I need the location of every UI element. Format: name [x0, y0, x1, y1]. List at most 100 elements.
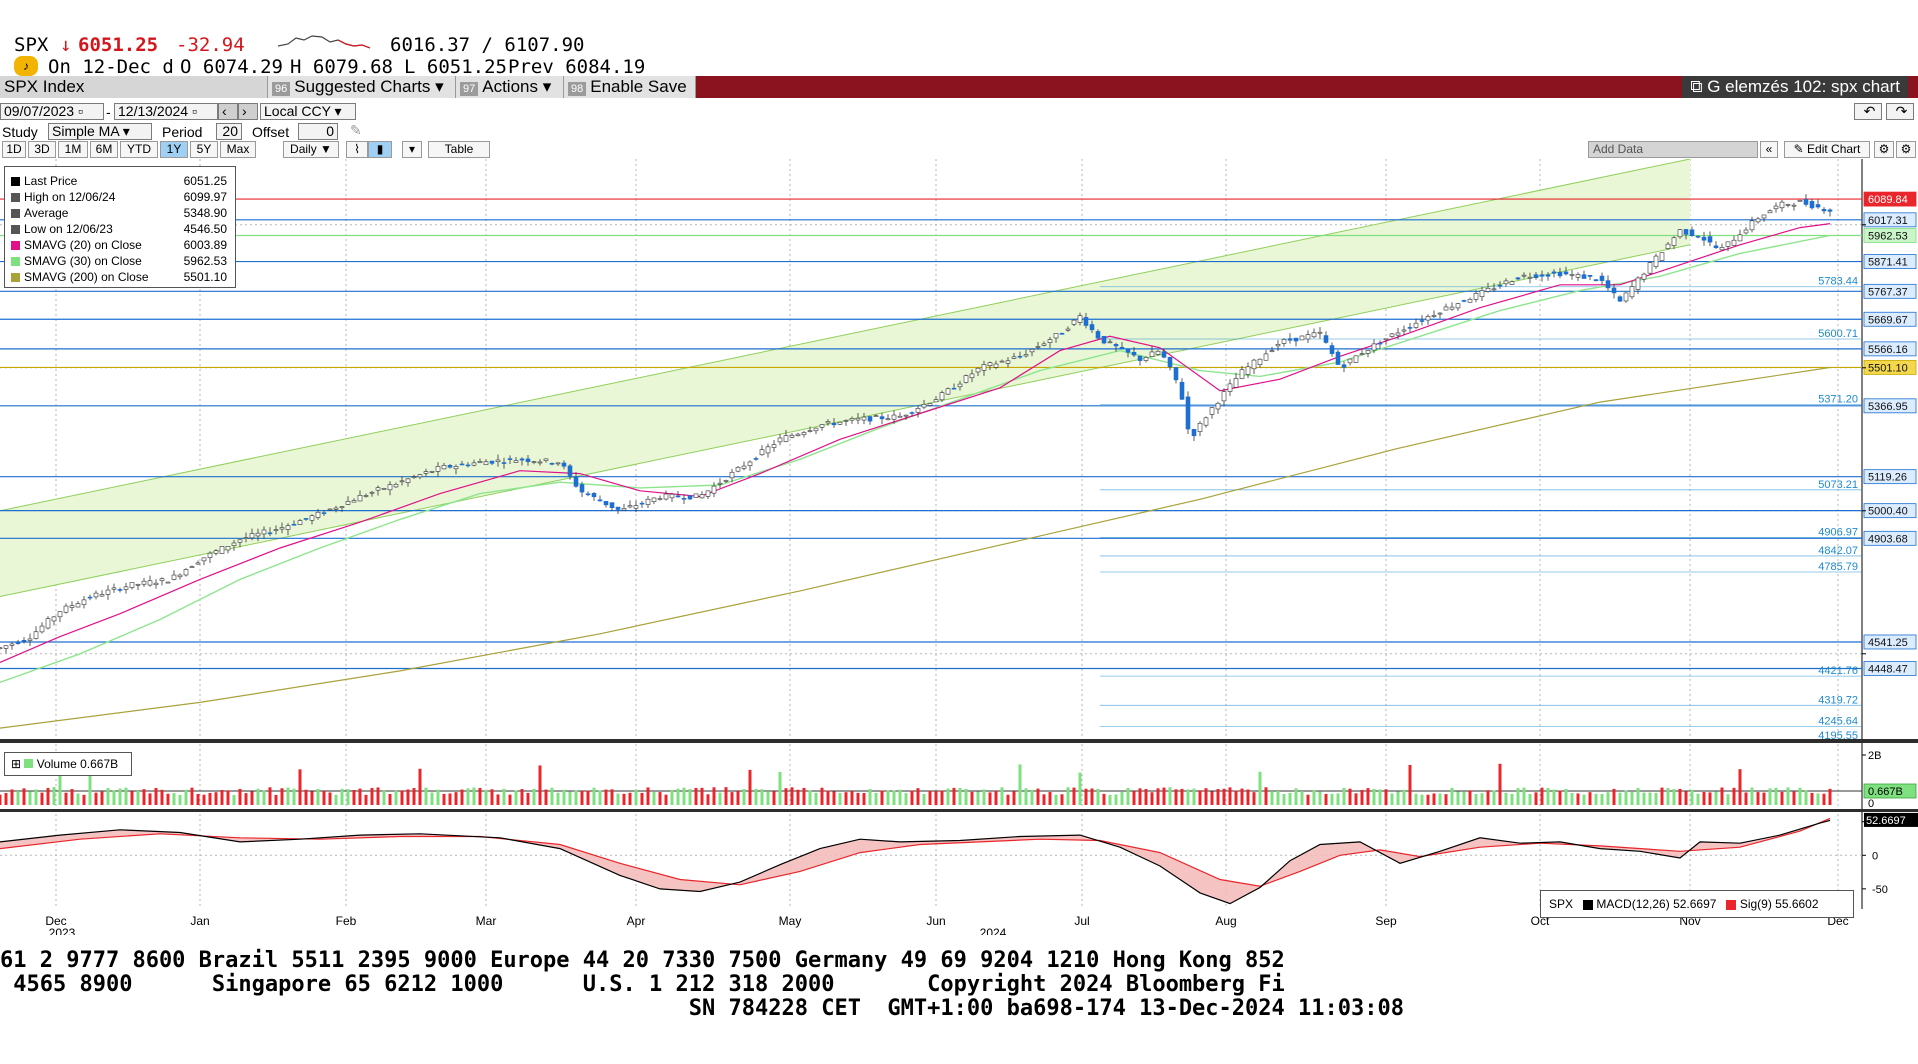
- chart-title-button[interactable]: ⧉ G elemzés 102: spx chart: [1682, 76, 1908, 98]
- range-1m-button[interactable]: 1M: [58, 141, 88, 158]
- volume-bar: [1576, 793, 1580, 805]
- legend-item[interactable]: SMAVG (30) on Close 5962.53: [11, 253, 231, 269]
- candle-body: [1275, 343, 1281, 347]
- end-date-field[interactable]: 12/13/2024 ▫: [114, 103, 218, 120]
- candle-body: [1119, 346, 1125, 349]
- pencil-icon[interactable]: ✎: [350, 122, 362, 138]
- volume-bar: [1720, 787, 1724, 805]
- volume-bar: [964, 788, 968, 805]
- currency-select[interactable]: Local CCY ▾: [260, 103, 356, 120]
- legend-item[interactable]: Low on 12/06/23 4546.50: [11, 221, 231, 237]
- candle-body: [1047, 339, 1053, 343]
- range-6m-button[interactable]: 6M: [90, 141, 118, 158]
- price-chart[interactable]: 6089.84 6017.31 5962.53 5871.41 5783.44 5767.…: [0, 159, 1918, 935]
- prev-period-button[interactable]: ‹: [218, 103, 238, 120]
- candle-body: [1605, 280, 1611, 289]
- candle-body: [1263, 353, 1269, 361]
- candle-body: [93, 592, 99, 598]
- range-5y-button[interactable]: 5Y: [190, 141, 218, 158]
- legend-label: SMAVG (20) on Close: [24, 238, 142, 252]
- candle-body: [477, 461, 483, 463]
- month-label: Apr: [627, 914, 646, 928]
- month-label: May: [779, 914, 802, 928]
- range-max-button[interactable]: Max: [220, 141, 256, 158]
- candle-body: [645, 498, 651, 505]
- candle-body: [813, 427, 819, 432]
- candle-body: [819, 424, 825, 428]
- enable-save-button[interactable]: 98 Enable Save: [564, 76, 696, 98]
- volume-bar: [1630, 792, 1634, 805]
- style-dropdown-icon[interactable]: ▾: [402, 141, 422, 158]
- range-1d-button[interactable]: 1D: [2, 141, 26, 158]
- volume-bar: [820, 787, 824, 805]
- volume-bar: [976, 791, 980, 805]
- candle-body: [615, 506, 621, 510]
- next-period-button[interactable]: ›: [238, 103, 258, 120]
- edit-chart-button[interactable]: ✎ Edit Chart: [1784, 141, 1870, 158]
- undo-icon[interactable]: ↶: [1854, 103, 1882, 120]
- volume-bar: [526, 792, 530, 805]
- ticker-row-1: 61 2 9777 8600 Brazil 5511 2395 9000 Eur…: [0, 948, 1285, 973]
- period-input[interactable]: 20: [216, 123, 242, 140]
- table-button[interactable]: Table: [428, 141, 490, 158]
- suggested-charts-button[interactable]: 96 Suggested Charts ▾: [268, 76, 456, 98]
- volume-bar: [34, 789, 38, 805]
- volume-bar: [730, 792, 734, 805]
- chart-legend[interactable]: Last Price 6051.25 High on 12/06/24 6099.97…: [4, 166, 236, 288]
- candle-body: [1137, 355, 1143, 361]
- candle-body: [633, 505, 639, 509]
- level-tag-label: 6089.84: [1868, 194, 1908, 206]
- volume-bar: [1000, 787, 1004, 805]
- volume-bar: [1426, 794, 1430, 805]
- volume-bar: [1456, 791, 1460, 805]
- volume-bar: [274, 794, 278, 805]
- candle-body: [33, 631, 39, 639]
- month-label: Jan: [190, 914, 209, 928]
- frequency-select[interactable]: Daily ▼: [283, 141, 339, 158]
- level-tag-label: 5366.95: [1868, 401, 1908, 413]
- security-field[interactable]: SPX Index: [0, 76, 268, 98]
- study-select[interactable]: Simple MA ▾: [48, 123, 152, 140]
- candle-body: [993, 363, 999, 368]
- volume-bar: [1126, 787, 1130, 805]
- collapse-icon[interactable]: «: [1760, 141, 1778, 158]
- candle-body: [111, 587, 117, 590]
- add-data-field[interactable]: Add Data: [1588, 141, 1758, 158]
- start-date-field[interactable]: 09/07/2023 ▫: [0, 103, 104, 120]
- candle-body: [1155, 350, 1161, 355]
- legend-item[interactable]: SMAVG (200) on Close 5501.10: [11, 269, 231, 285]
- redo-icon[interactable]: ↷: [1886, 103, 1914, 120]
- candle-body: [1695, 235, 1701, 238]
- range-ytd-button[interactable]: YTD: [120, 141, 158, 158]
- volume-bar: [1540, 787, 1544, 805]
- volume-legend[interactable]: ⊞ Volume 0.667B: [4, 752, 132, 776]
- volume-bar: [1060, 794, 1064, 805]
- gear-icon[interactable]: ⚙: [1896, 141, 1916, 158]
- actions-button[interactable]: 97 Actions ▾: [456, 76, 564, 98]
- offset-input[interactable]: 0: [298, 123, 338, 140]
- legend-item[interactable]: Last Price 6051.25: [11, 173, 231, 189]
- volume-bar: [538, 765, 542, 805]
- candle-body: [1431, 315, 1437, 317]
- macd-ticker: SPX: [1549, 897, 1574, 911]
- level-tag: [1863, 530, 1917, 546]
- range-1y-button[interactable]: 1Y: [160, 141, 188, 158]
- candle-body: [1005, 360, 1011, 364]
- pane-divider-macd[interactable]: [0, 809, 1918, 812]
- line-style-icon[interactable]: ⌇: [346, 141, 368, 158]
- range-3d-button[interactable]: 3D: [28, 141, 56, 158]
- candle-style-icon[interactable]: ▮: [368, 141, 392, 158]
- legend-item[interactable]: Average 5348.90: [11, 205, 231, 221]
- macd-axis-label: -50: [1872, 884, 1888, 896]
- candle-body: [0, 647, 3, 650]
- macd-legend[interactable]: SPX MACD(12,26) 52.6697 Sig(9) 55.6602: [1540, 890, 1854, 918]
- volume-bar: [112, 790, 116, 805]
- legend-item[interactable]: High on 12/06/24 6099.97: [11, 189, 231, 205]
- pane-divider-volume[interactable]: [0, 739, 1918, 743]
- legend-item[interactable]: SMAVG (20) on Close 6003.89: [11, 237, 231, 253]
- candle-body: [669, 493, 675, 499]
- candle-body: [1761, 214, 1767, 219]
- candle-body: [267, 532, 273, 535]
- volume-bar: [1768, 788, 1772, 805]
- chart-settings-icon[interactable]: ⚙: [1874, 141, 1894, 158]
